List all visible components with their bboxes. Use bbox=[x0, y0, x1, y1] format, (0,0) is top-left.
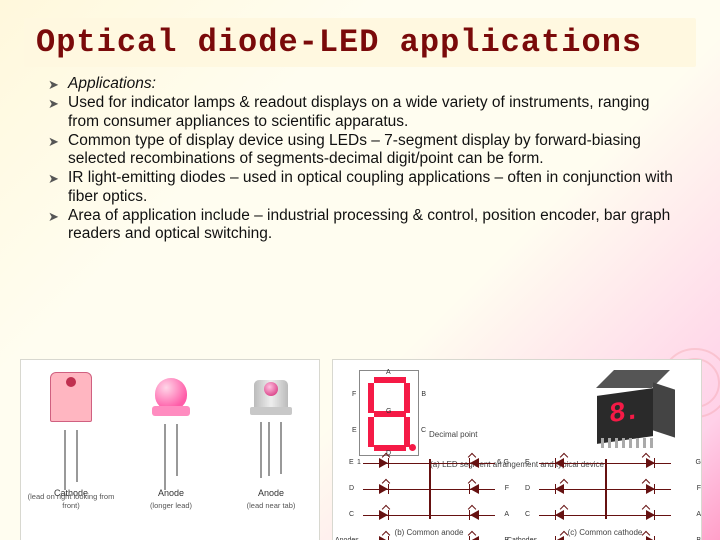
sevenseg-diagram-icon: A B C D E F G bbox=[359, 370, 419, 456]
bullet-item: ➤ Used for indicator lamps & readout dis… bbox=[48, 94, 684, 131]
pin-label: F bbox=[505, 485, 509, 492]
bullet-text: Common type of display device using LEDs… bbox=[68, 132, 684, 169]
led-package-1: Cathode (lead on right looking from fron… bbox=[31, 372, 111, 492]
circuit-common-cathode: E G D F C A Cathodes bbox=[525, 457, 685, 521]
pin-num: 1 bbox=[357, 459, 361, 466]
bullet-list: ➤ Applications: ➤ Used for indicator lam… bbox=[48, 75, 684, 244]
page-title: Optical diode-LED applications bbox=[36, 24, 684, 61]
seg-label: F bbox=[352, 391, 356, 398]
bullet-item: ➤ Area of application include – industri… bbox=[48, 207, 684, 244]
led-leads-icon bbox=[254, 422, 288, 486]
bullet-item: ➤ Common type of display device using LE… bbox=[48, 132, 684, 169]
led-package-2: Anode (longer lead) bbox=[131, 372, 211, 492]
bullet-text: Area of application include – industrial… bbox=[68, 207, 684, 244]
pkg-sublabel: (lead near tab) bbox=[223, 501, 319, 510]
seg-label: E bbox=[352, 427, 357, 434]
figure-led-packages: Cathode (lead on right looking from fron… bbox=[20, 359, 320, 540]
pin-label: C bbox=[525, 511, 530, 518]
seg-label: A bbox=[386, 369, 391, 376]
pkg-label: Anode bbox=[231, 488, 311, 498]
bullet-item: ➤ Applications: bbox=[48, 75, 684, 93]
pin-label: A bbox=[504, 511, 509, 518]
figures-row: Cathode (lead on right looking from fron… bbox=[20, 359, 702, 540]
led-dome-icon bbox=[155, 378, 187, 410]
pin-label: G bbox=[504, 459, 509, 466]
led-rect-icon bbox=[50, 372, 92, 422]
figure-sevenseg: A B C D E F G Decimal point (a) LED segm… bbox=[332, 359, 702, 540]
title-box: Optical diode-LED applications bbox=[24, 18, 696, 67]
led-can-icon bbox=[254, 380, 288, 410]
seg-label: B bbox=[421, 391, 426, 398]
pkg-sublabel: (longer lead) bbox=[123, 501, 219, 510]
bullet-text: Used for indicator lamps & readout displ… bbox=[68, 94, 684, 131]
pin-num: 6 bbox=[497, 459, 501, 466]
circuit-common-anode: E 1 G 6 D F C A bbox=[349, 457, 509, 521]
caption-c: (c) Common cathode bbox=[525, 528, 685, 537]
bullet-item: ➤ IR light-emitting diodes – used in opt… bbox=[48, 169, 684, 206]
bullet-text: IR light-emitting diodes – used in optic… bbox=[68, 169, 684, 206]
sevenseg-device-icon bbox=[597, 370, 677, 440]
led-package-3: Anode (lead near tab) bbox=[231, 372, 311, 492]
pin-label: D bbox=[349, 485, 354, 492]
bullet-icon: ➤ bbox=[48, 132, 68, 149]
pin-label: A bbox=[696, 511, 701, 518]
pin-label: D bbox=[525, 485, 530, 492]
pin-label: G bbox=[696, 459, 701, 466]
caption-b: (b) Common anode bbox=[349, 528, 509, 537]
pin-label: C bbox=[349, 511, 354, 518]
led-leads-icon bbox=[156, 424, 186, 488]
bullet-text: Applications: bbox=[68, 75, 156, 93]
pin-label: E bbox=[525, 459, 530, 466]
bullet-icon: ➤ bbox=[48, 207, 68, 224]
seg-label: G bbox=[386, 408, 391, 415]
pin-label: F bbox=[697, 485, 701, 492]
bullet-icon: ➤ bbox=[48, 169, 68, 186]
bullet-icon: ➤ bbox=[48, 94, 68, 111]
pkg-sublabel: (lead on right looking from front) bbox=[23, 492, 119, 510]
pin-label: E bbox=[349, 459, 354, 466]
led-leads-icon bbox=[56, 430, 86, 494]
pkg-label: Anode bbox=[131, 488, 211, 498]
seg-label: C bbox=[421, 427, 426, 434]
dp-label: Decimal point bbox=[429, 430, 479, 439]
bullet-icon: ➤ bbox=[48, 75, 68, 92]
